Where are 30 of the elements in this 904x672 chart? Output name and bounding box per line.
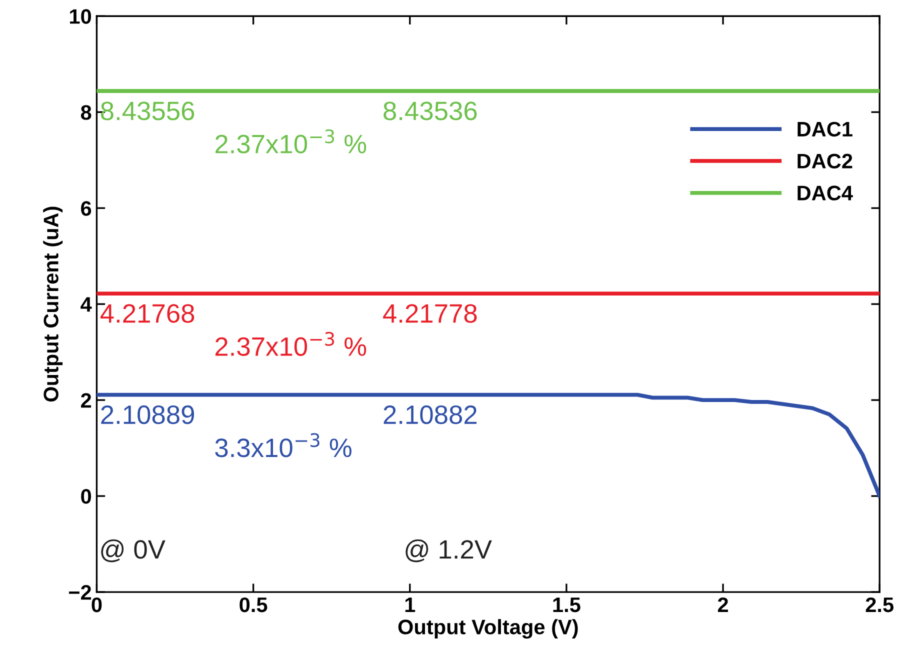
annotation: @ 0V	[101, 539, 166, 562]
y-tick-label: 10	[70, 9, 92, 24]
annotation: 4.21778	[383, 304, 477, 323]
y-axis-title: Output Current (uA)	[43, 206, 63, 402]
x-tick-label: 1.5	[553, 598, 580, 612]
annotation: 8.43556	[101, 102, 194, 120]
annotation: 4.21768	[100, 304, 194, 323]
y-tick-label: 2	[81, 393, 92, 408]
annotation: 3.3x10$^{−3}$ %	[215, 433, 352, 458]
y-tick-label: 4	[80, 297, 92, 312]
annotation: 2.37x10$^{−3}$ %	[215, 332, 366, 356]
y-tick-label: 0	[81, 489, 92, 504]
annotation: @ 1.2V	[406, 539, 492, 562]
annotation: 8.43536	[384, 102, 477, 120]
x-axis-title: Output Voltage (V)	[398, 619, 578, 639]
x-tick-label: 0	[92, 597, 102, 612]
annotation: 2.10882	[384, 405, 477, 424]
legend-label: DAC1	[798, 122, 852, 137]
x-tick-label: 2.5	[866, 597, 894, 612]
y-tick-label: 6	[81, 201, 92, 216]
annotation: 2.10889	[101, 405, 194, 424]
line-series	[96, 392, 880, 498]
y-tick-label: −2	[68, 585, 92, 600]
x-tick-label: 2	[718, 597, 728, 612]
x-tick-label: 1	[405, 598, 416, 612]
legend-label: DAC2	[798, 154, 852, 168]
legend-label: DAC4	[798, 186, 853, 200]
annotation: 2.37x10$^{−3}$ %	[215, 129, 366, 154]
y-tick-label: 8	[80, 105, 92, 120]
x-tick-label: 0.5	[240, 597, 268, 612]
